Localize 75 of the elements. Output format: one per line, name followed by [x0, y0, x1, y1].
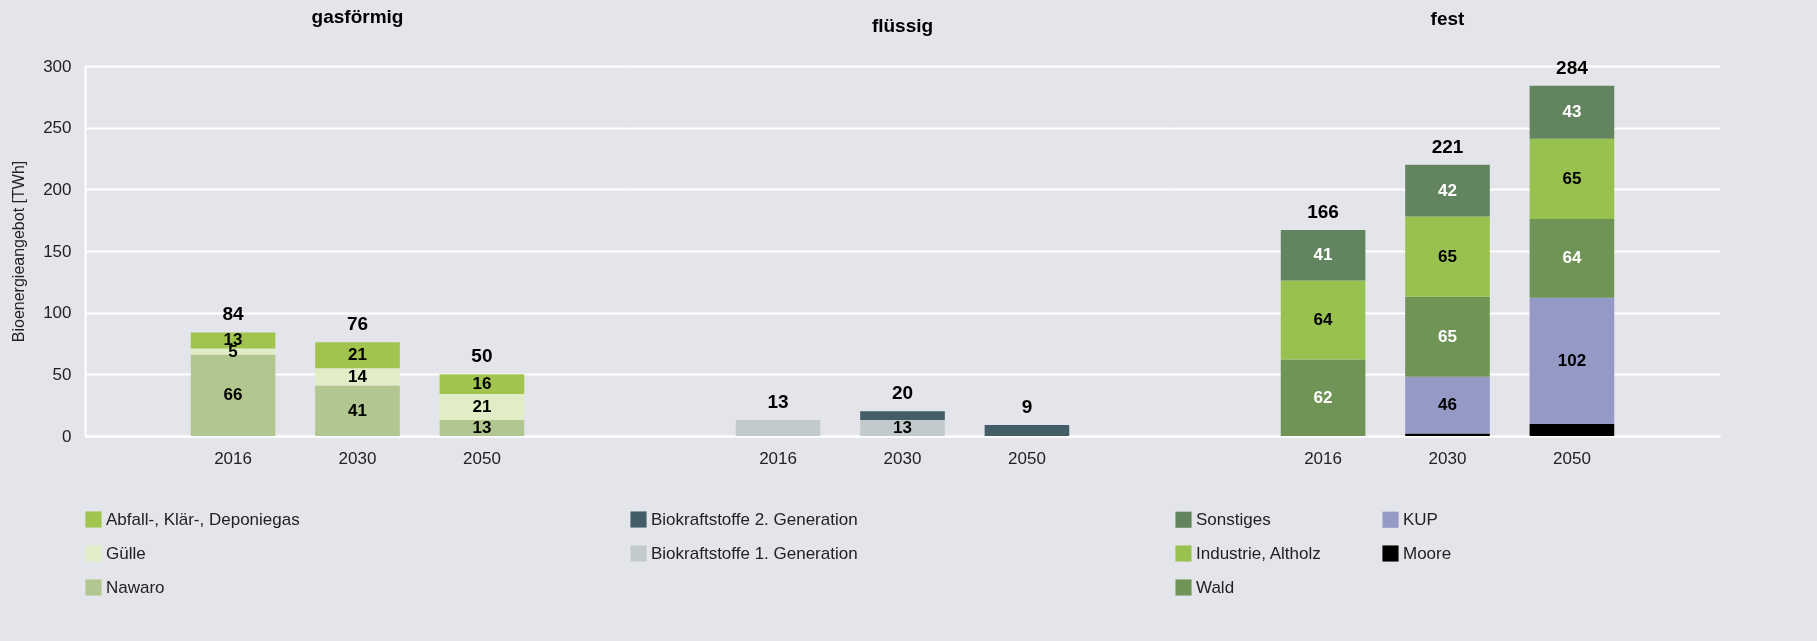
data-label: 41	[348, 400, 367, 420]
x-tick-label: 2050	[463, 448, 501, 468]
y-tick-label: 150	[43, 241, 72, 261]
data-label: 46	[1438, 395, 1457, 415]
data-label: 43	[1562, 102, 1582, 122]
bar	[1280, 280, 1366, 360]
total-label: 50	[471, 345, 493, 367]
y-tick-label: 50	[52, 364, 72, 384]
bar	[1405, 164, 1490, 217]
bar	[439, 374, 525, 395]
data-label: 65	[1438, 246, 1457, 266]
data-label: 65	[1562, 168, 1582, 188]
x-tick-label: 2030	[1428, 448, 1467, 468]
x-tick-label: 2030	[338, 448, 377, 468]
data-label: 62	[1313, 387, 1333, 407]
data-label: 64	[1313, 310, 1334, 330]
data-label: 64	[1562, 248, 1582, 268]
legend-label: Abfall-, Klär-, Deponiegas	[106, 509, 300, 529]
y-tick-label: 250	[43, 118, 72, 138]
data-label: 66	[223, 385, 243, 405]
bar	[439, 394, 525, 420]
bar	[1405, 376, 1490, 434]
bar	[315, 385, 400, 436]
y-tick-label: 200	[43, 179, 72, 199]
y-tick-label: 100	[43, 303, 72, 323]
chart-title: gasförmig	[311, 6, 404, 27]
y-axis-title: Bioenergieangebot [TWh]	[10, 160, 28, 343]
total-label: 84	[222, 303, 245, 325]
data-label: 65	[1438, 326, 1457, 346]
bar	[1405, 216, 1490, 297]
bar	[315, 368, 400, 386]
total-label: 76	[346, 313, 369, 335]
y-tick-label: 300	[43, 56, 72, 76]
bar	[1529, 218, 1615, 298]
x-tick-label: 2016	[759, 448, 797, 468]
x-tick-label: 2030	[883, 448, 922, 468]
legend-label: Sonstiges	[1196, 509, 1271, 529]
x-tick-label: 2016	[214, 448, 252, 468]
total-label: 221	[1431, 135, 1464, 157]
legend-label: Industrie, Altholz	[1196, 543, 1321, 563]
chart-title: fest	[1430, 7, 1466, 29]
total-label: 284	[1556, 56, 1589, 78]
bar	[315, 342, 400, 369]
total-label: 20	[891, 382, 914, 404]
data-label: 14	[348, 366, 368, 386]
x-tick-label: 2016	[1304, 448, 1342, 468]
y-tick-label: 0	[62, 426, 72, 446]
data-label: 41	[1313, 245, 1333, 265]
total-label: 166	[1307, 201, 1339, 223]
data-label: 13	[893, 417, 912, 437]
legend-label: KUP	[1403, 509, 1438, 529]
data-label: 16	[472, 374, 492, 394]
bar	[1529, 138, 1615, 219]
bar	[1529, 85, 1615, 139]
bar	[1529, 297, 1615, 424]
total-label: 9	[1021, 395, 1033, 417]
legend-label: Biokraftstoffe 1. Generation	[651, 543, 858, 563]
legend-label: Wald	[1196, 577, 1235, 597]
total-label: 13	[767, 390, 789, 412]
data-label: 21	[348, 345, 367, 365]
legend-label: Gülle	[106, 543, 146, 563]
bar	[1405, 296, 1490, 377]
legend-label: Biokraftstoffe 2. Generation	[651, 509, 858, 529]
bar	[1280, 230, 1366, 281]
legend-label: Moore	[1403, 543, 1452, 563]
data-label: 21	[472, 397, 492, 417]
x-tick-label: 2050	[1008, 448, 1046, 468]
legend-label: Nawaro	[106, 577, 165, 597]
chart-title: flüssig	[871, 15, 934, 36]
bar	[1280, 359, 1366, 436]
bar	[1529, 423, 1615, 436]
data-label: 42	[1438, 180, 1457, 200]
data-label: 102	[1557, 350, 1587, 370]
x-tick-label: 2050	[1553, 448, 1591, 468]
data-label: 13	[472, 417, 492, 437]
